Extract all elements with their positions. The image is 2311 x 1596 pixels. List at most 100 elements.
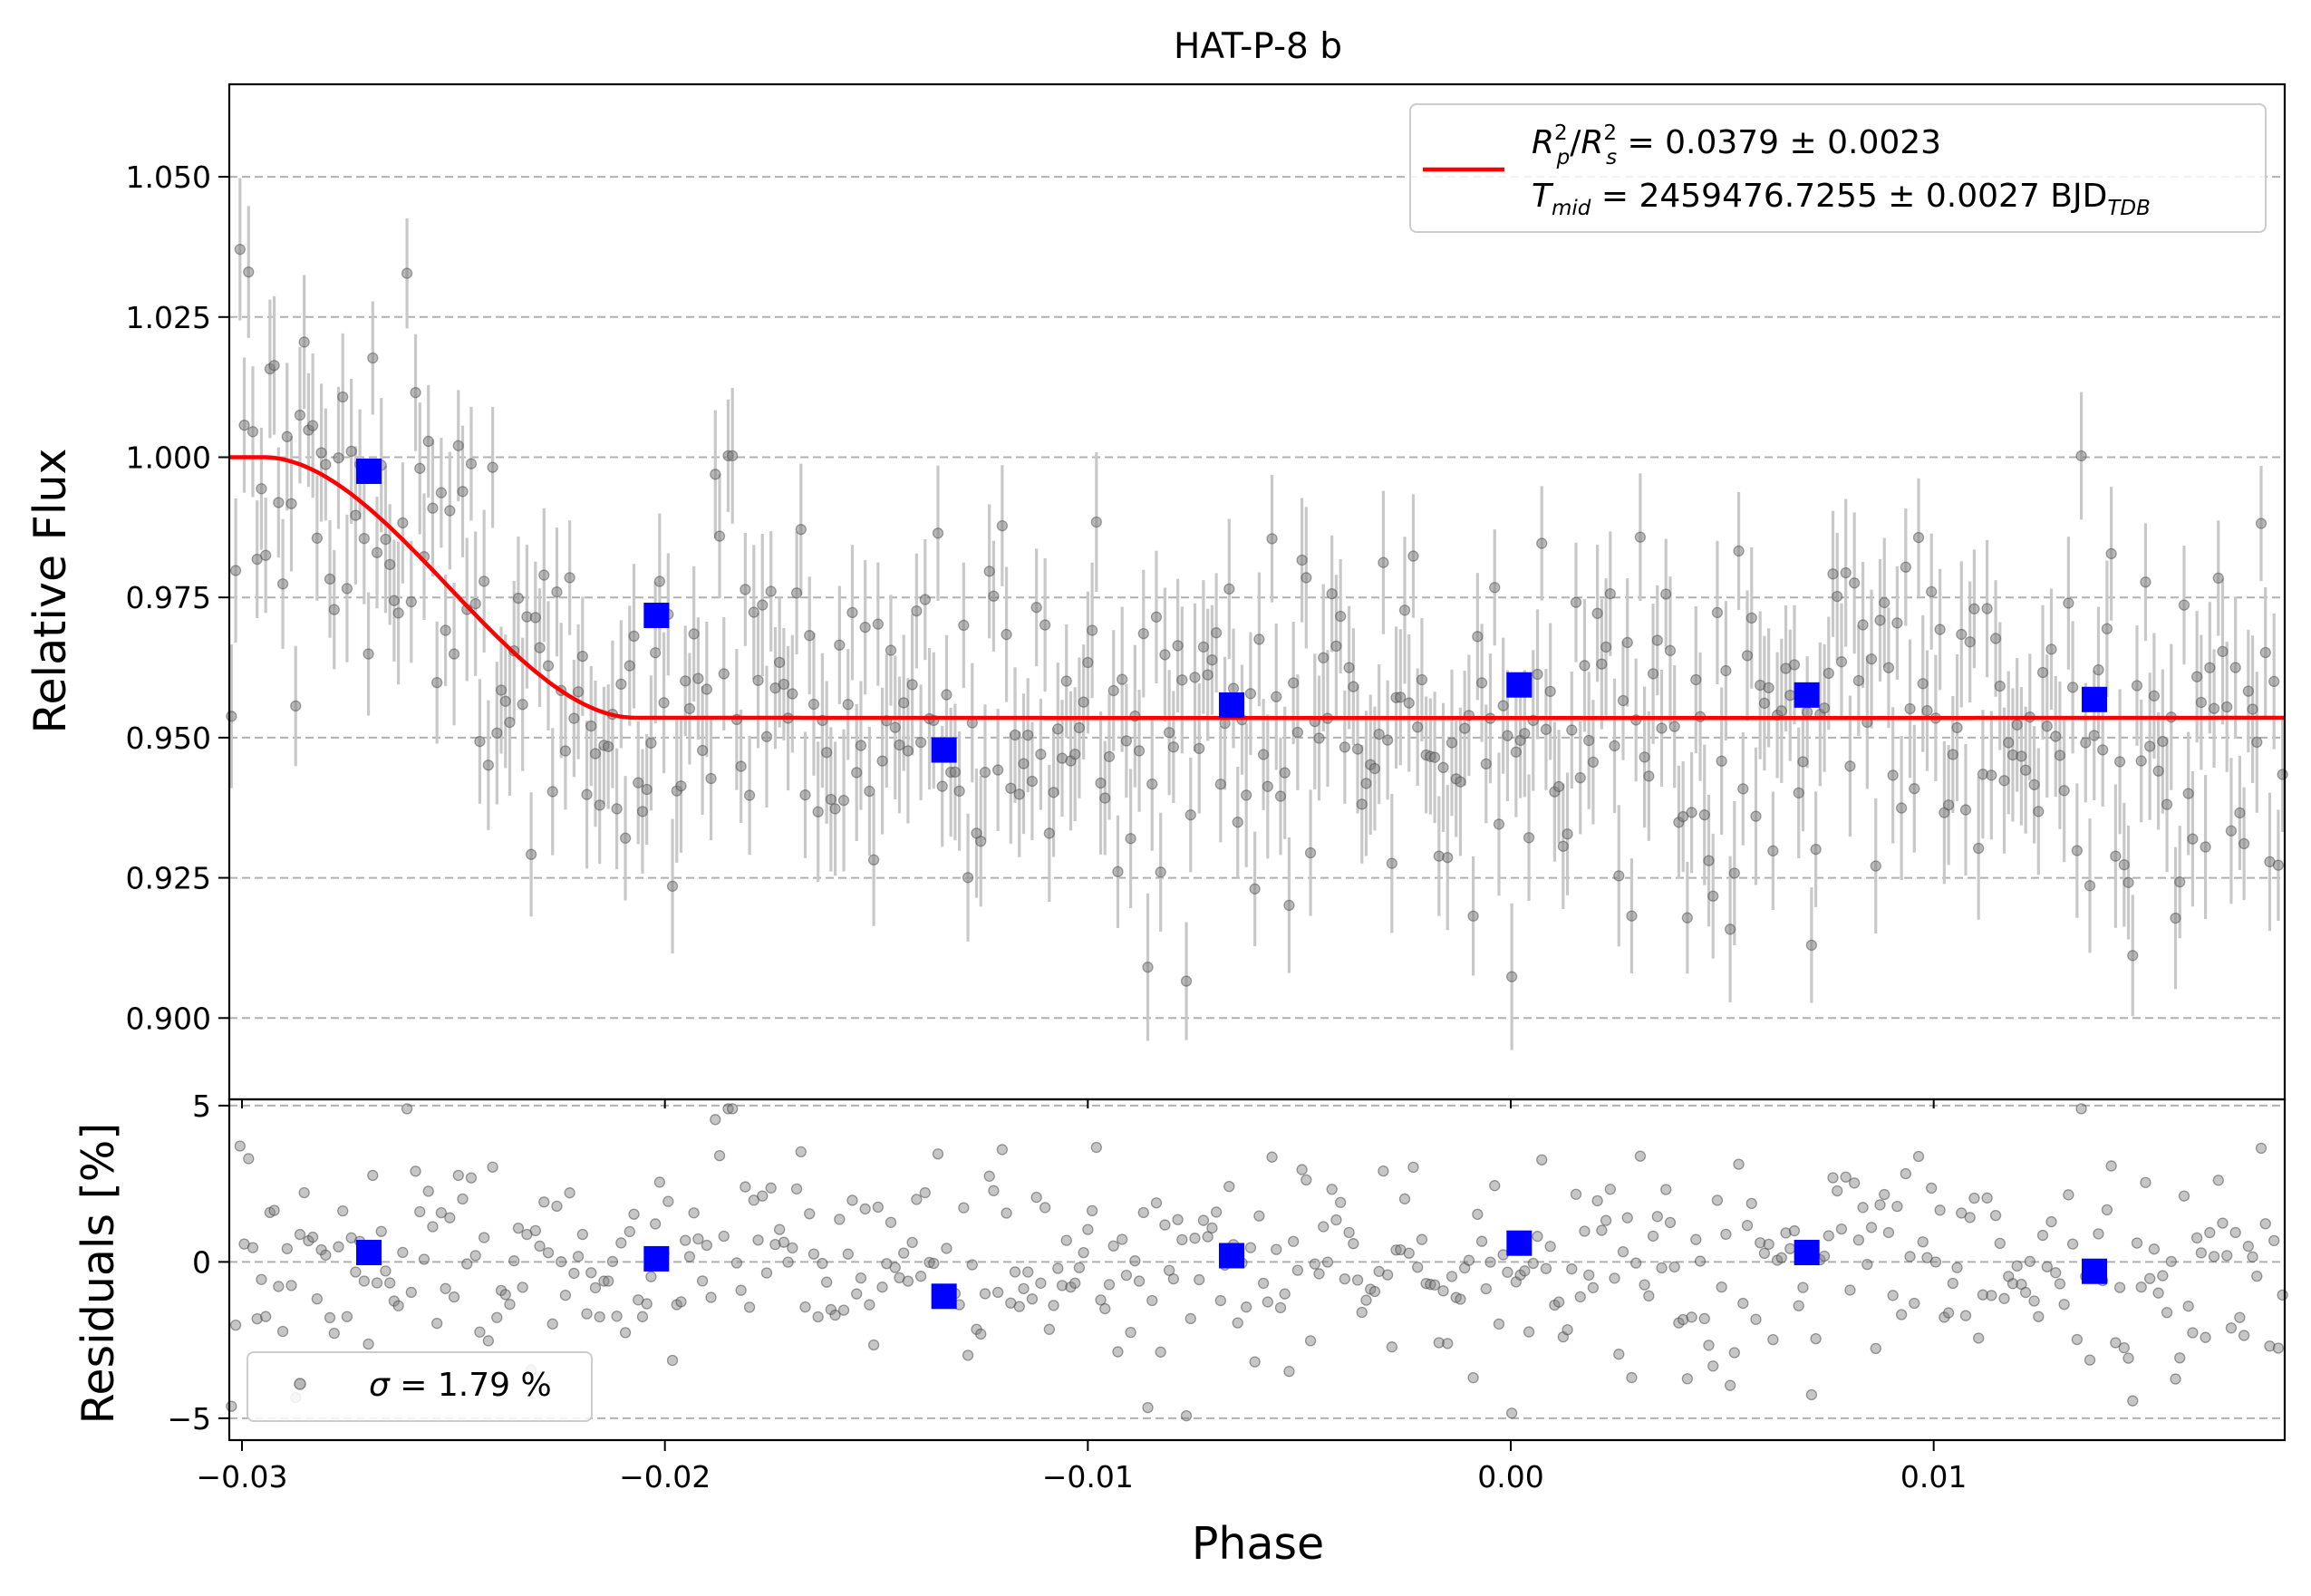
model-legend-depth: R2 p/R2 s = 0.0379 ± 0.0023 [1532, 121, 1941, 169]
residual-raw-point [722, 1103, 734, 1115]
residual-raw-point [1262, 1296, 1273, 1308]
residual-raw-point [666, 1354, 679, 1367]
flux-raw-point [1266, 533, 1278, 545]
residual-raw-point [1039, 1202, 1051, 1214]
residual-raw-point [1480, 1282, 1492, 1295]
residual-raw-point [1420, 1278, 1432, 1290]
residual-raw-point [653, 1176, 666, 1188]
residual-raw-point [337, 1205, 349, 1217]
residual-raw-point [1716, 1282, 1727, 1293]
flux-raw-point [769, 682, 781, 694]
flux-raw-point [328, 604, 340, 615]
residual-raw-point [444, 1212, 456, 1224]
flux-binned-point [931, 737, 957, 763]
flux-raw-point [427, 502, 439, 514]
flux-raw-point [2148, 690, 2161, 701]
flux-raw-point [1643, 770, 1655, 782]
residual-raw-point [1475, 1235, 1488, 1247]
residual-raw-point [1579, 1225, 1591, 1237]
flux-raw-point [1510, 746, 1523, 758]
residual-raw-point [1852, 1234, 1865, 1246]
flux-raw-point [1296, 554, 1308, 566]
residual-raw-point [435, 1206, 448, 1219]
residual-raw-point [2264, 1340, 2276, 1352]
flux-raw-point [1339, 741, 1351, 753]
flux-raw-point [932, 527, 944, 539]
residual-raw-point [1056, 1280, 1068, 1291]
flux-raw-point [2127, 950, 2139, 962]
flux-raw-point [653, 576, 666, 587]
residual-raw-point [991, 1286, 1004, 1299]
residual-raw-point [1929, 1256, 1942, 1268]
flux-raw-point [1125, 833, 1136, 845]
flux-raw-point [1981, 603, 1993, 614]
flux-raw-point [1707, 890, 1719, 902]
residual-raw-point [448, 1291, 460, 1303]
residual-raw-point [1502, 1266, 1513, 1278]
flux-raw-point [529, 612, 541, 624]
residual-raw-point [1519, 1265, 1531, 1277]
flux-raw-point [311, 532, 324, 544]
residual-raw-point [752, 1234, 764, 1246]
residual-raw-point [662, 1195, 674, 1207]
flux-raw-point [919, 594, 931, 605]
flux-raw-point [384, 558, 396, 571]
flux-raw-point [1797, 756, 1809, 768]
flux-raw-point [757, 599, 769, 611]
residual-raw-point [1095, 1294, 1107, 1306]
residual-raw-point [1844, 1284, 1856, 1296]
flux-raw-point [1060, 675, 1072, 687]
flux-raw-point [1698, 809, 1710, 821]
flux-raw-point [804, 630, 816, 642]
residual-raw-point [603, 1275, 614, 1287]
flux-raw-point [958, 619, 970, 632]
residual-raw-point [743, 1301, 756, 1313]
residual-raw-point [619, 1327, 632, 1339]
flux-raw-point [585, 720, 597, 732]
flux-raw-point [440, 624, 451, 636]
residual-raw-point [1926, 1182, 1938, 1195]
flux-raw-point [645, 737, 657, 750]
residual-raw-point [328, 1328, 340, 1340]
residual-raw-point [1741, 1219, 1754, 1232]
residual-raw-point [1150, 1197, 1163, 1209]
residual-raw-point [1823, 1230, 1834, 1242]
flux-raw-point [1758, 697, 1771, 710]
flux-raw-point [829, 803, 841, 815]
flux-raw-point [1373, 728, 1385, 740]
residual-raw-point [1977, 1289, 1989, 1301]
residual-raw-point [260, 1311, 272, 1322]
flux-raw-point [2131, 680, 2143, 692]
flux-raw-point [517, 699, 528, 711]
residual-raw-point [804, 1208, 816, 1220]
residual-raw-point [1086, 1204, 1098, 1216]
flux-raw-point [1895, 802, 1908, 814]
residual-raw-point [1879, 1188, 1890, 1201]
residual-raw-point [1707, 1360, 1719, 1372]
residual-raw-point [645, 1271, 657, 1282]
model-legend-box [1409, 103, 2267, 233]
flux-raw-point [1133, 745, 1146, 757]
residual-raw-point [1416, 1233, 1428, 1245]
flux-raw-point [1249, 883, 1261, 895]
flux-raw-point [482, 759, 495, 771]
flux-raw-point [2036, 666, 2049, 679]
flux-raw-point [1544, 685, 1556, 698]
residual-raw-point [898, 1247, 910, 1259]
flux-raw-point [2118, 859, 2130, 871]
flux-axes-frame [227, 82, 2287, 1101]
residual-raw-point [2028, 1295, 2040, 1307]
residual-raw-point [1917, 1236, 1929, 1248]
residual-raw-point [1634, 1150, 1647, 1162]
residual-raw-point [1489, 1180, 1501, 1192]
residual-raw-point [1137, 1206, 1149, 1219]
residual-raw-point [1082, 1224, 1094, 1235]
flux-raw-point [1609, 740, 1620, 752]
residuals-axes-frame [227, 1098, 2287, 1442]
residual-raw-point [576, 1228, 588, 1241]
residual-raw-point [358, 1275, 370, 1287]
flux-raw-point [2113, 756, 2126, 768]
residual-raw-point [1467, 1371, 1479, 1384]
flux-raw-point [234, 243, 246, 256]
flux-raw-point [1788, 659, 1801, 671]
